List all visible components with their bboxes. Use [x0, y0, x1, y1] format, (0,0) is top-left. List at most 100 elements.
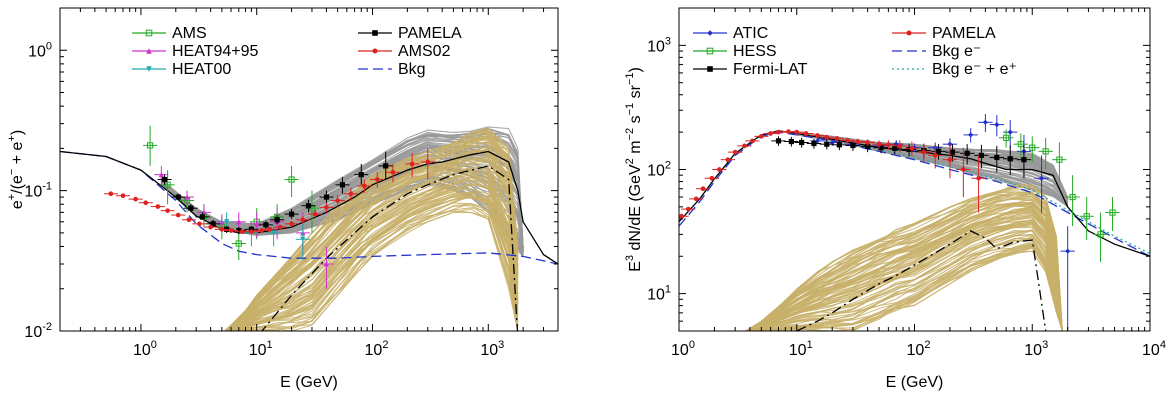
data-point [133, 196, 138, 202]
data-point [339, 182, 346, 188]
data-point [865, 140, 870, 145]
data-point [1069, 193, 1076, 201]
data-point [372, 48, 378, 54]
data-point [897, 143, 903, 149]
data-point [374, 177, 380, 182]
data-point [968, 132, 974, 138]
data-point [1003, 134, 1010, 141]
legend: ATIC PAMELA HESS Bkg e⁻ Fermi-LAT Bkg e⁻ + e⁺ [693, 25, 1017, 78]
series-line-0 [679, 131, 1150, 257]
axis-ticks [678, 7, 1151, 332]
data-point [236, 219, 242, 225]
band-total-curve [160, 146, 524, 250]
band-signal-curve [224, 183, 519, 331]
data-point [219, 226, 225, 232]
data-point [146, 142, 154, 149]
data-point [1056, 156, 1063, 163]
data-point [425, 159, 431, 165]
data-point [278, 224, 283, 230]
band-total-curve [160, 166, 524, 253]
data-point [850, 142, 856, 149]
band-signal-curve [224, 136, 519, 331]
data-point [758, 133, 764, 139]
x-axis-label: E (GeV) [886, 374, 944, 391]
data-point [145, 29, 153, 37]
data-point [267, 226, 273, 232]
data-point [811, 140, 817, 147]
legend-label: PAMELA [398, 25, 462, 42]
data-point [143, 200, 149, 206]
data-point [978, 152, 985, 158]
plot-area [679, 113, 1150, 331]
data-point [186, 217, 192, 223]
points-ams02 [103, 148, 435, 235]
data-point [1038, 175, 1045, 181]
data-point [409, 161, 415, 167]
data-point [693, 196, 699, 202]
data-point [146, 66, 152, 72]
band-signal-curve [745, 239, 1063, 331]
band-signal-curve [745, 195, 1063, 331]
data-point [878, 145, 884, 151]
data-point [390, 169, 396, 175]
legend-label: Bkg e⁻ [932, 43, 981, 60]
data-point [259, 228, 264, 233]
band-signal-curve [745, 197, 1063, 331]
data-point [184, 194, 190, 200]
legend-label: Bkg [398, 61, 426, 78]
data-point [208, 224, 213, 230]
data-point [799, 139, 805, 146]
band-signal-curve [745, 230, 1063, 331]
data-point [949, 149, 956, 155]
data-point [300, 236, 306, 242]
band-signal-curve [745, 229, 1063, 331]
data-point [906, 146, 912, 153]
band-signal-curve [224, 176, 519, 331]
band-signal-curve [745, 191, 1063, 331]
y-tick-label: 100 [28, 40, 52, 60]
y-tick-label: 103 [647, 35, 671, 55]
data-point [700, 186, 706, 192]
data-point [274, 217, 280, 223]
data-point [994, 154, 1000, 161]
legend-label: Fermi-LAT [733, 61, 808, 78]
x-tick-label: 103 [1024, 339, 1048, 359]
x-tick-label: 101 [249, 339, 273, 359]
data-point [1097, 231, 1104, 238]
data-point [775, 138, 782, 144]
data-point [961, 167, 966, 172]
data-point [707, 66, 713, 72]
data-point [210, 221, 216, 227]
band-signal-curve [745, 241, 1063, 331]
points-pamela [679, 129, 986, 219]
plot-area [60, 125, 558, 331]
series-line-2 [679, 130, 1150, 257]
band-signal-curve [224, 187, 519, 331]
data-point [188, 205, 194, 211]
band-total-curve [796, 133, 1069, 203]
data-point [236, 227, 242, 234]
band-signal-curve [224, 163, 519, 331]
data-point [1007, 129, 1013, 135]
data-point [108, 191, 114, 197]
band-total-curve [796, 131, 1069, 198]
band-signal-curve [745, 234, 1063, 331]
y-tick-label: 102 [647, 160, 671, 180]
legend-label: ATIC [733, 25, 768, 42]
data-point [824, 134, 830, 140]
data-point [725, 157, 731, 163]
legend-label: AMS [172, 25, 207, 42]
series-line-3 [796, 230, 1047, 331]
y-tick-label: 10-2 [24, 321, 52, 341]
data-point [994, 121, 1000, 128]
data-point [1017, 141, 1024, 148]
data-point [239, 229, 245, 235]
data-point [982, 119, 988, 125]
band-signal-curve [224, 195, 519, 331]
data-point [175, 194, 181, 200]
data-point [348, 191, 354, 197]
y-tick-label: 101 [647, 284, 671, 304]
data-point [886, 142, 891, 148]
data-point [935, 148, 942, 154]
